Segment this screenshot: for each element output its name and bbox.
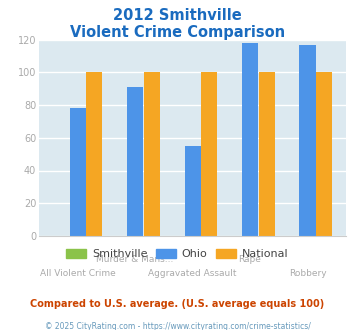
Text: Compared to U.S. average. (U.S. average equals 100): Compared to U.S. average. (U.S. average … — [31, 299, 324, 309]
Text: Violent Crime Comparison: Violent Crime Comparison — [70, 25, 285, 40]
Text: Murder & Mans...: Murder & Mans... — [97, 255, 174, 264]
Bar — [127, 87, 143, 236]
Bar — [70, 108, 86, 236]
Text: © 2025 CityRating.com - https://www.cityrating.com/crime-statistics/: © 2025 CityRating.com - https://www.city… — [45, 322, 310, 330]
Text: Robbery: Robbery — [289, 269, 326, 278]
Bar — [299, 45, 316, 236]
Bar — [316, 72, 332, 236]
Bar — [201, 72, 217, 236]
Legend: Smithville, Ohio, National: Smithville, Ohio, National — [62, 244, 293, 263]
Bar — [185, 146, 201, 236]
Text: All Violent Crime: All Violent Crime — [40, 269, 116, 278]
Text: Aggravated Assault: Aggravated Assault — [148, 269, 237, 278]
Bar — [259, 72, 275, 236]
Bar — [242, 43, 258, 236]
Text: 2012 Smithville: 2012 Smithville — [113, 8, 242, 23]
Bar — [86, 72, 102, 236]
Text: Rape: Rape — [239, 255, 262, 264]
Bar — [144, 72, 160, 236]
